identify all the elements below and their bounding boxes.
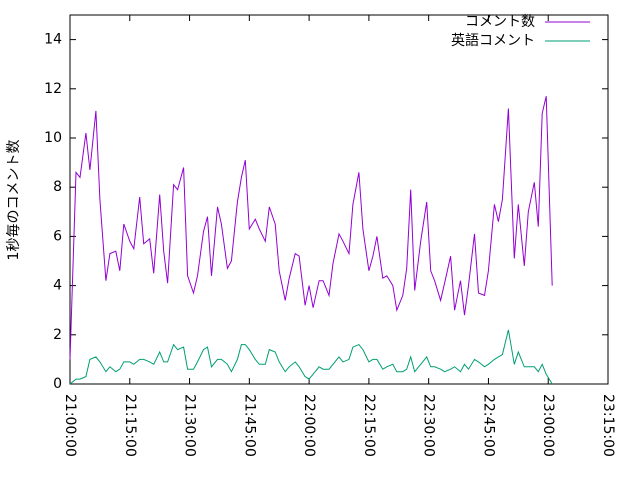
- series-line: [69, 329, 553, 385]
- y-tick-label: 8: [53, 179, 62, 195]
- y-tick-label: 12: [44, 81, 62, 97]
- y-tick-label: 4: [53, 278, 62, 294]
- y-tick-label: 6: [53, 228, 62, 244]
- x-tick-label: 22:45:00: [480, 394, 496, 457]
- legend-label: コメント数: [465, 14, 535, 30]
- series-line: [69, 96, 553, 360]
- legend-label: 英語コメント: [451, 32, 535, 49]
- y-axis-label: 1秒毎のコメント数: [6, 140, 22, 261]
- plot-border: [69, 14, 609, 385]
- x-tick-label: 23:00:00: [540, 394, 556, 457]
- x-tick-label: 21:00:00: [62, 394, 78, 457]
- y-tick-label: 0: [53, 376, 62, 392]
- y-tick-label: 2: [53, 327, 62, 343]
- x-tick-label: 21:15:00: [122, 394, 138, 457]
- x-tick-label: 21:30:00: [182, 394, 198, 457]
- x-tick-label: 23:15:00: [600, 394, 616, 457]
- x-tick-label: 21:45:00: [241, 394, 257, 457]
- y-tick-label: 14: [44, 32, 62, 48]
- x-tick-label: 22:00:00: [301, 394, 317, 457]
- x-tick-label: 22:30:00: [421, 394, 437, 457]
- x-tick-label: 22:15:00: [361, 394, 377, 457]
- y-tick-label: 10: [44, 130, 62, 146]
